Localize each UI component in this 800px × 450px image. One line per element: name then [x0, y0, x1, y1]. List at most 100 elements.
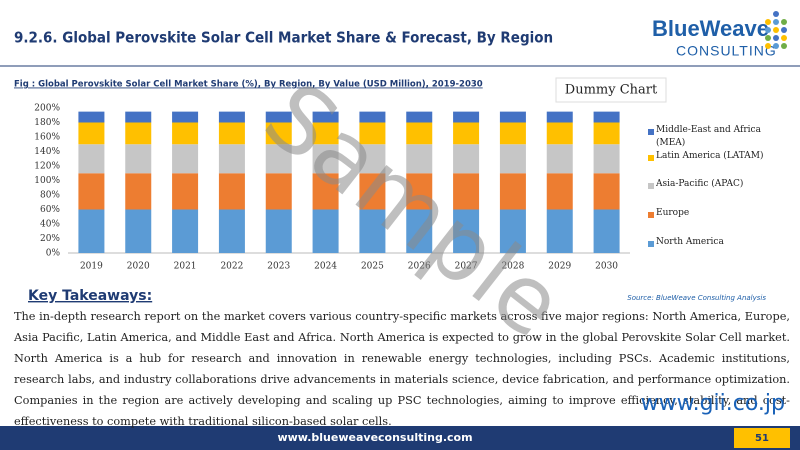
bar-segment: [593, 173, 620, 210]
bar-segment: [218, 111, 245, 123]
bar-segment: [499, 173, 526, 210]
x-tick-label: 2022: [220, 262, 243, 272]
bar-segment: [359, 122, 386, 145]
bar-segment: [453, 111, 480, 123]
bar-segment: [78, 209, 105, 253]
bar-segment: [546, 173, 573, 210]
bar-segment: [125, 111, 152, 123]
bar-segment: [265, 173, 292, 210]
x-tick-label: 2024: [314, 262, 337, 272]
legend-swatch: [648, 183, 654, 189]
bar-segment: [172, 144, 199, 174]
bar-segment: [359, 111, 386, 123]
slide-title: 9.2.6. Global Perovskite Solar Cell Mark…: [14, 29, 553, 47]
y-tick-label: 180%: [34, 118, 60, 128]
bar-segment: [359, 173, 386, 210]
bar-segment: [172, 173, 199, 210]
bar-segment: [453, 122, 480, 145]
bar-segment: [78, 173, 105, 210]
y-tick-label: 80%: [40, 191, 60, 201]
bar-segment: [406, 122, 433, 145]
logo-name: BlueWeave: [652, 16, 769, 41]
legend-item: North America: [656, 237, 724, 247]
bar-segment: [125, 209, 152, 253]
y-tick-label: 120%: [34, 162, 60, 172]
y-tick-label: 0%: [46, 249, 61, 259]
dummy-label: Dummy Chart: [565, 83, 658, 98]
bar-segment: [172, 209, 199, 253]
bar-segment: [312, 111, 339, 123]
bar-segment: [125, 144, 152, 174]
bar-segment: [359, 209, 386, 253]
footer-bar: [0, 426, 800, 450]
bar-segment: [312, 173, 339, 210]
logo-sub: CONSULTING: [676, 43, 777, 59]
bar-segment: [78, 144, 105, 174]
y-tick-label: 20%: [40, 234, 60, 244]
bar-segment: [265, 144, 292, 174]
legend-swatch: [648, 155, 654, 161]
bar-segment: [593, 122, 620, 145]
bar-segment: [546, 209, 573, 253]
y-tick-label: 200%: [34, 104, 60, 114]
bar-segment: [499, 111, 526, 123]
bar-segment: [453, 144, 480, 174]
bar-segment: [546, 144, 573, 174]
bar-segment: [78, 111, 105, 123]
bar-segment: [546, 122, 573, 145]
x-tick-label: 2023: [267, 262, 290, 272]
legend-label: Latin America (LATAM): [656, 151, 764, 161]
legend-label: North America: [656, 237, 724, 247]
bar-segment: [265, 122, 292, 145]
legend-swatch: [648, 241, 654, 247]
legend-swatch: [648, 129, 654, 135]
bar-segment: [172, 122, 199, 145]
bar-segment: [265, 209, 292, 253]
bar-segment: [265, 111, 292, 123]
x-tick-label: 2028: [501, 262, 524, 272]
legend-item: Asia-Pacific (APAC): [656, 179, 743, 189]
bar-segment: [78, 122, 105, 145]
bar-segment: [125, 173, 152, 210]
x-tick-label: 2025: [361, 262, 384, 272]
takeaways-text: The in-depth research report on the mark…: [14, 310, 790, 428]
page-number: 51: [755, 433, 769, 444]
bar-segment: [125, 122, 152, 145]
legend-label: Middle-East and Africa (MEA): [656, 125, 761, 148]
logo-dots: [765, 11, 787, 49]
bar-segment: [499, 144, 526, 174]
bar-segment: [406, 144, 433, 174]
x-tick-label: 2021: [174, 262, 197, 272]
bar-segment: [218, 209, 245, 253]
y-tick-label: 100%: [34, 176, 60, 186]
bar-segment: [312, 122, 339, 145]
bar-segment: [406, 173, 433, 210]
takeaways-heading: Key Takeaways:: [28, 288, 152, 304]
bar-segment: [499, 209, 526, 253]
bar-segment: [499, 122, 526, 145]
x-tick-label: 2027: [455, 262, 478, 272]
source-note: Source: BlueWeave Consulting Analysis: [627, 294, 766, 302]
y-tick-label: 60%: [40, 205, 60, 215]
bar-segment: [593, 111, 620, 123]
bar-segment: [593, 209, 620, 253]
bar-segment: [453, 173, 480, 210]
x-tick-label: 2029: [548, 262, 571, 272]
bar-segment: [312, 209, 339, 253]
page-badge: [734, 428, 790, 448]
bar-segment: [406, 209, 433, 253]
bar-segment: [218, 173, 245, 210]
legend-swatch: [648, 212, 654, 218]
legend-label: Europe: [656, 208, 690, 218]
bar-segment: [546, 111, 573, 123]
y-tick-label: 40%: [40, 220, 60, 230]
bar-segment: [218, 144, 245, 174]
bar-segment: [312, 144, 339, 174]
bar-segment: [172, 111, 199, 123]
bar-segment: [359, 144, 386, 174]
legend-item: Europe: [656, 208, 690, 218]
legend-item: Latin America (LATAM): [656, 151, 764, 161]
x-tick-label: 2026: [408, 262, 431, 272]
